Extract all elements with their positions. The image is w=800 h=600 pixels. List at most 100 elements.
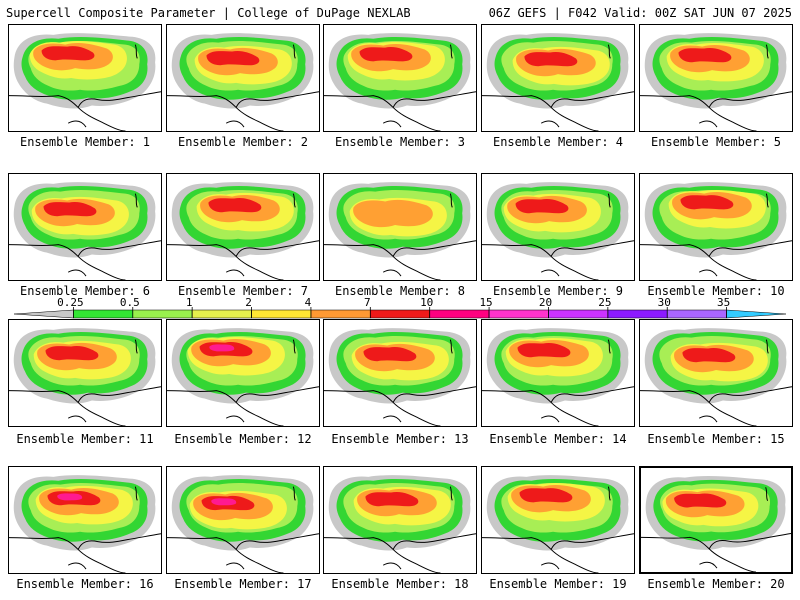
state-boundary-line xyxy=(383,562,402,570)
ensemble-member-map[interactable] xyxy=(481,319,635,427)
ensemble-member-label: Ensemble Member: 15 xyxy=(647,432,785,446)
color-scale-tick-label: 0.25 xyxy=(57,296,84,309)
ensemble-member-map[interactable] xyxy=(323,173,477,281)
scp-contour-red xyxy=(41,46,95,61)
state-boundary-line xyxy=(134,486,138,501)
state-boundary-line xyxy=(392,91,476,108)
state-boundary-line xyxy=(708,402,757,426)
ensemble-member-map[interactable] xyxy=(166,466,320,574)
map-svg xyxy=(167,182,319,280)
map-svg xyxy=(324,475,476,573)
state-boundary-line xyxy=(607,193,611,208)
state-boundary-line xyxy=(482,390,552,403)
product-title: Supercell Composite Parameter | College … xyxy=(6,6,411,20)
ensemble-member-label: Ensemble Member: 1 xyxy=(19,135,151,149)
color-scale-bin xyxy=(310,309,371,319)
state-boundary-line xyxy=(607,486,611,501)
scp-contour-red xyxy=(524,51,578,67)
map-svg xyxy=(9,475,161,573)
state-boundary-line xyxy=(765,339,769,354)
state-boundary-line xyxy=(765,193,769,208)
color-scale-bin xyxy=(726,309,787,319)
ensemble-member-label: Ensemble Member: 19 xyxy=(489,577,627,591)
ensemble-member-map[interactable] xyxy=(639,173,793,281)
color-scale-tick-label: 15 xyxy=(479,296,492,309)
state-boundary-line xyxy=(640,244,710,257)
state-boundary-line xyxy=(449,44,453,59)
state-boundary-line xyxy=(324,95,394,108)
map-svg xyxy=(640,182,792,280)
state-boundary-line xyxy=(482,244,552,257)
scp-contour-red xyxy=(678,48,732,63)
ensemble-member-map[interactable] xyxy=(639,24,793,132)
state-boundary-line xyxy=(235,533,319,550)
state-boundary-line xyxy=(765,44,769,59)
state-boundary-line xyxy=(324,244,394,257)
ensemble-member-map[interactable] xyxy=(8,24,162,132)
state-boundary-line xyxy=(167,537,237,550)
ensemble-member-label: Ensemble Member: 14 xyxy=(489,432,627,446)
state-boundary-line xyxy=(292,339,296,354)
ensemble-member-label: Ensemble Member: 3 xyxy=(334,135,466,149)
scp-contour-red xyxy=(359,47,413,62)
ensemble-member-map[interactable] xyxy=(323,466,477,574)
ensemble-member-map[interactable] xyxy=(323,319,477,427)
state-boundary-line xyxy=(9,95,79,108)
state-boundary-line xyxy=(708,256,757,280)
state-boundary-line xyxy=(708,533,791,550)
color-scale-bin xyxy=(548,309,609,319)
scp-contour-red xyxy=(682,347,736,363)
ensemble-member-map[interactable] xyxy=(166,173,320,281)
ensemble-member-map[interactable] xyxy=(8,173,162,281)
ensemble-member-map[interactable] xyxy=(481,173,635,281)
ensemble-member-label: Ensemble Member: 5 xyxy=(650,135,782,149)
state-boundary-line xyxy=(9,390,79,403)
state-boundary-line xyxy=(77,240,161,257)
state-boundary-line xyxy=(541,120,560,128)
state-boundary-line xyxy=(640,390,710,403)
ensemble-member-map[interactable] xyxy=(323,24,477,132)
ensemble-member-map[interactable] xyxy=(166,319,320,427)
state-boundary-line xyxy=(383,120,402,128)
state-boundary-line xyxy=(134,339,138,354)
color-scale-bin xyxy=(13,309,74,319)
state-boundary-line xyxy=(607,339,611,354)
ensemble-member-label: Ensemble Member: 9 xyxy=(492,284,624,298)
ensemble-member-map[interactable] xyxy=(639,466,793,574)
state-boundary-line xyxy=(550,533,634,550)
map-svg xyxy=(167,475,319,573)
state-boundary-line xyxy=(449,339,453,354)
color-scale-tick-label: 35 xyxy=(717,296,730,309)
state-boundary-line xyxy=(699,269,718,277)
ensemble-member-map[interactable] xyxy=(639,319,793,427)
map-svg xyxy=(9,33,161,131)
state-boundary-line xyxy=(392,386,476,403)
state-boundary-line xyxy=(77,533,161,550)
ensemble-member-map[interactable] xyxy=(8,319,162,427)
state-boundary-line xyxy=(324,537,394,550)
state-boundary-line xyxy=(9,537,79,550)
scp-contour-orange xyxy=(353,199,433,228)
state-boundary-line xyxy=(235,91,319,108)
map-svg xyxy=(482,182,634,280)
ensemble-member-map[interactable] xyxy=(166,24,320,132)
state-boundary-line xyxy=(167,95,237,108)
ensemble-member-map[interactable] xyxy=(481,466,635,574)
ensemble-member-map[interactable] xyxy=(8,466,162,574)
state-boundary-line xyxy=(392,240,476,257)
scp-contour-red xyxy=(517,343,571,358)
state-boundary-line xyxy=(482,95,552,108)
state-boundary-line xyxy=(541,562,560,570)
ensemble-member-map[interactable] xyxy=(481,24,635,132)
scp-contour-magenta xyxy=(211,498,237,506)
state-boundary-line xyxy=(449,486,453,501)
state-boundary-line xyxy=(550,91,634,108)
scp-contour-red xyxy=(515,198,569,214)
state-boundary-line xyxy=(226,269,245,277)
map-svg xyxy=(9,182,161,280)
state-boundary-line xyxy=(235,386,319,403)
map-svg xyxy=(640,328,792,426)
state-boundary-line xyxy=(699,415,718,423)
state-boundary-line xyxy=(68,269,87,277)
state-boundary-line xyxy=(235,107,284,131)
